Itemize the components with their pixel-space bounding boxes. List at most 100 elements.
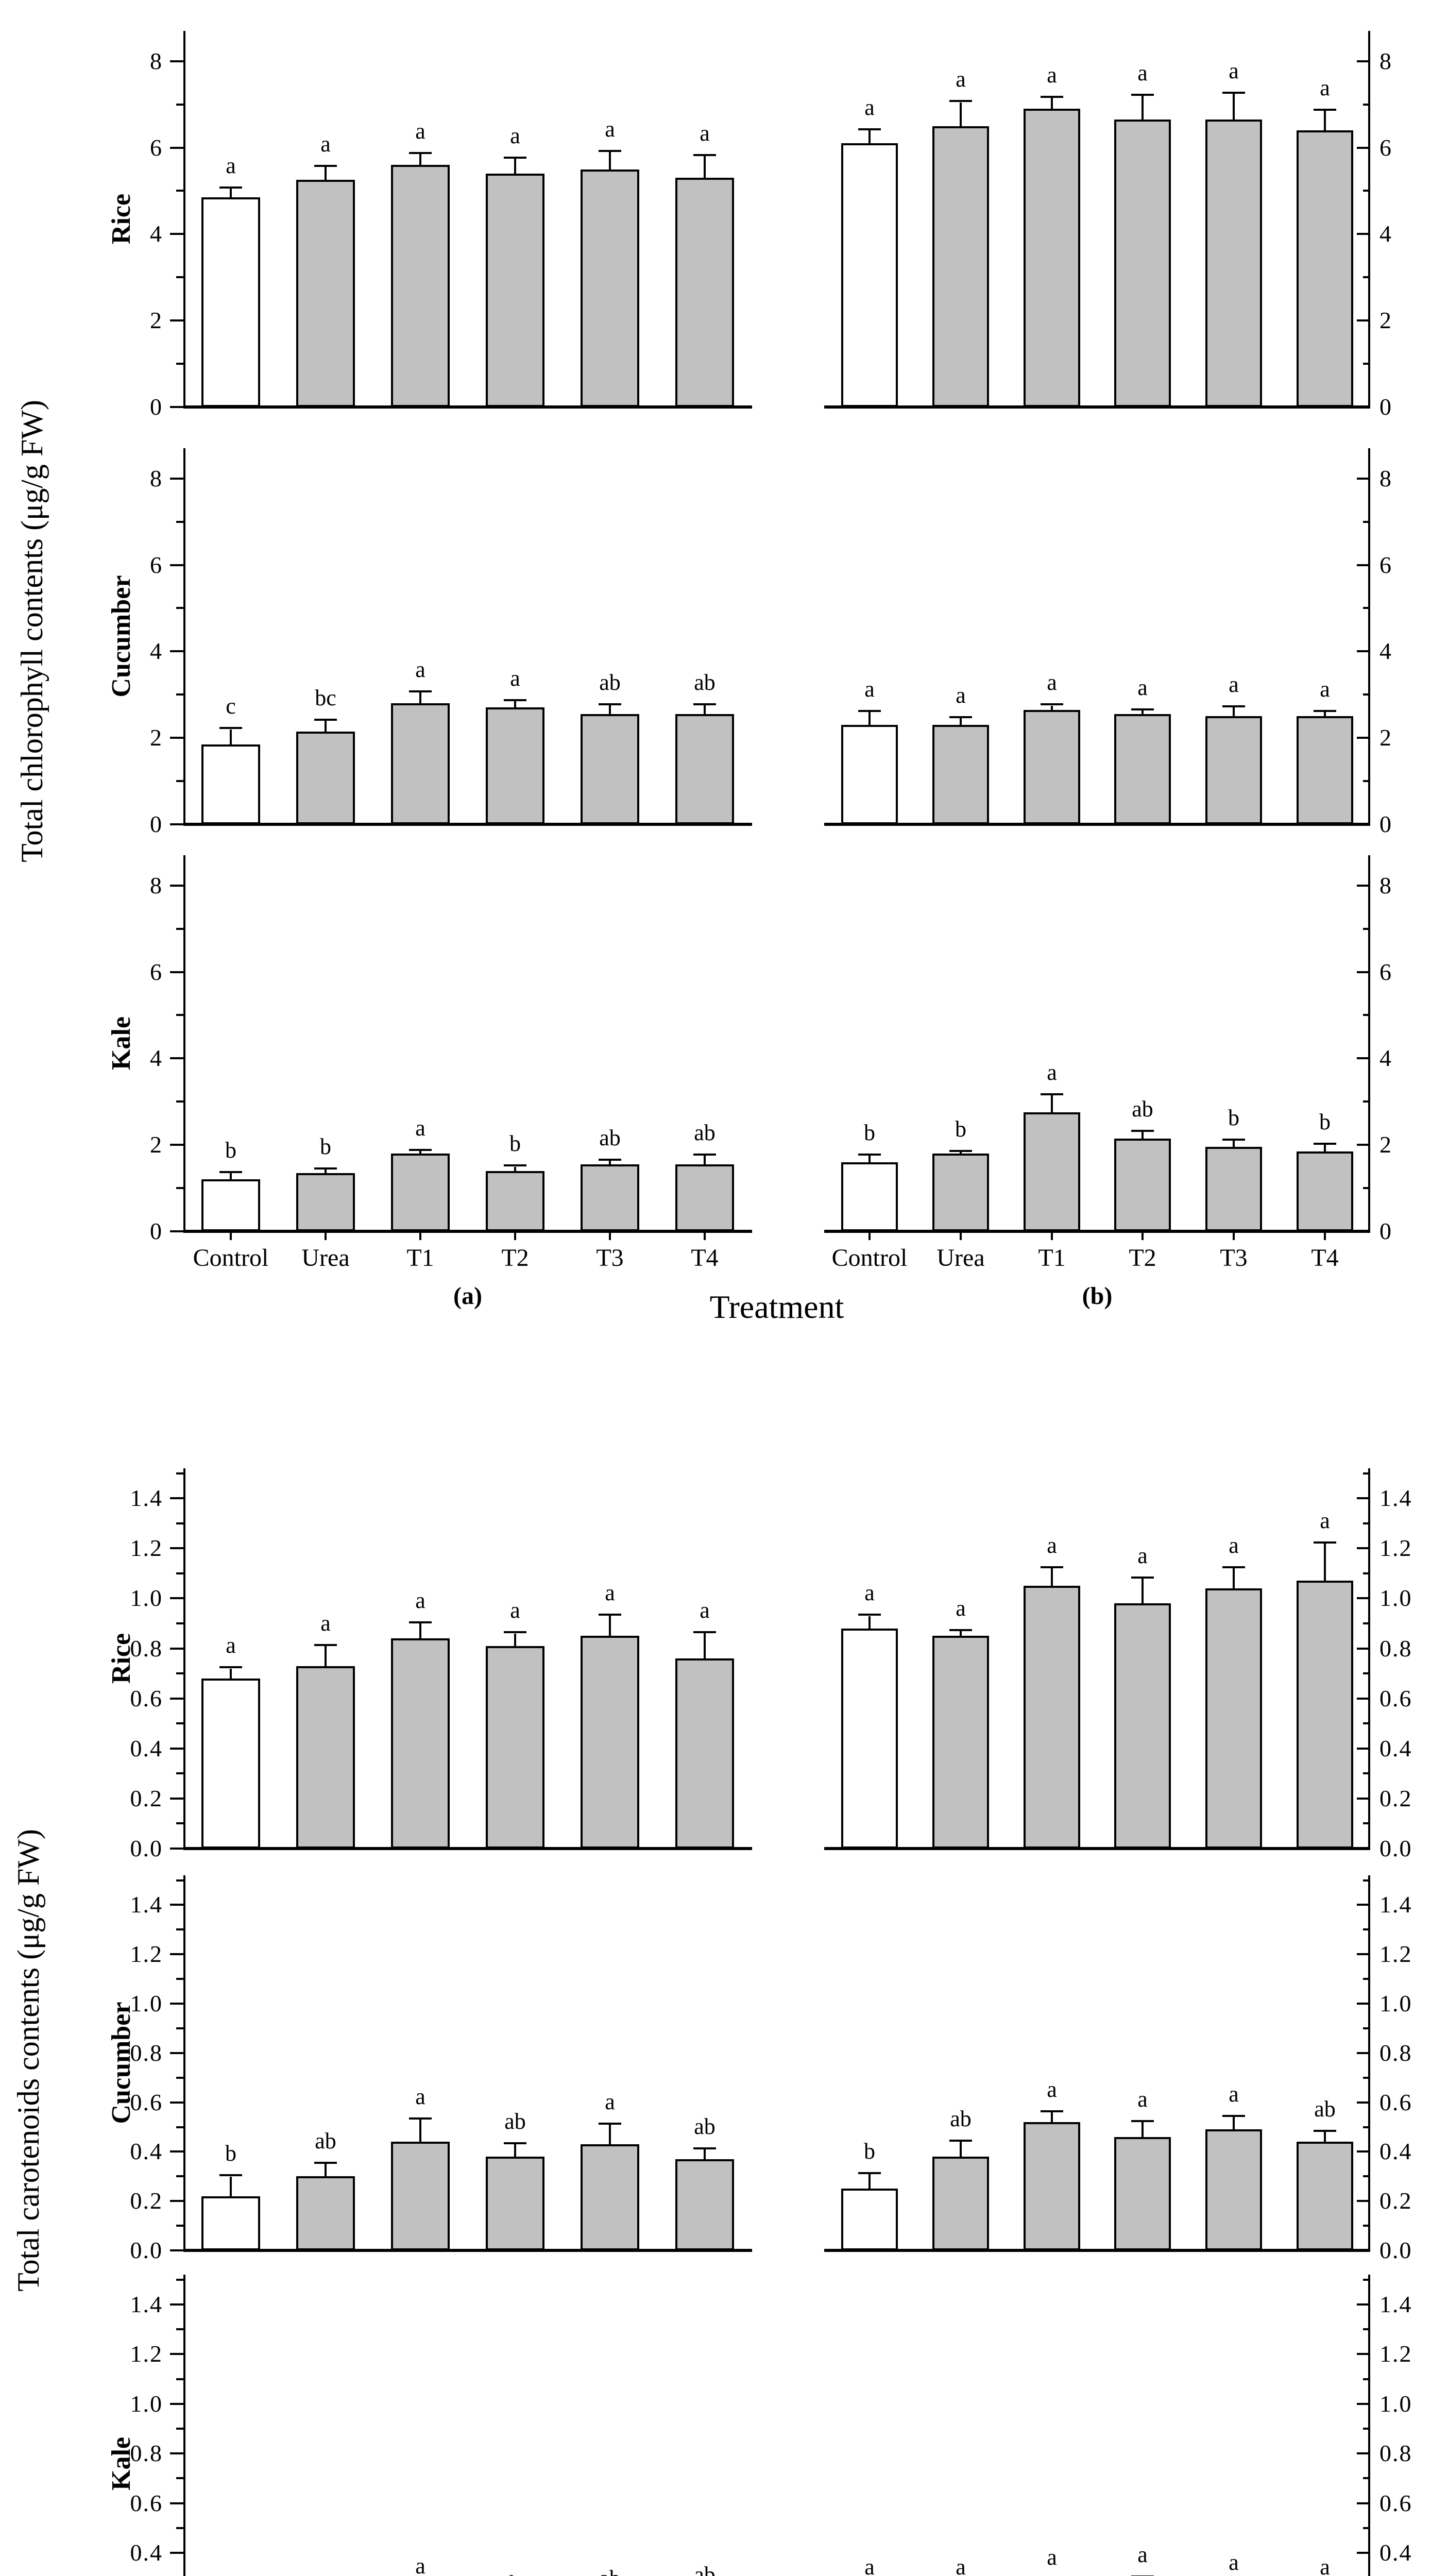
bar-cucumber-b-t4 <box>1297 2142 1353 2250</box>
y-minor-tick <box>1363 780 1370 783</box>
error-bar-cap <box>1131 1130 1154 1132</box>
error-bar <box>1142 710 1144 714</box>
y-major-tick <box>1357 1747 1370 1750</box>
y-major-tick <box>1357 2003 1370 2005</box>
y-axis-line <box>1368 2275 1370 2576</box>
y-major-tick <box>170 650 183 653</box>
y-minor-tick <box>1363 1722 1370 1725</box>
bar-rice-b-urea <box>932 1636 989 1849</box>
y-minor-tick <box>1363 1622 1370 1625</box>
y-major-tick <box>1357 233 1370 235</box>
bar-rice-b-t2 <box>1114 120 1171 407</box>
y-tick-label: 0.4 <box>1379 2138 1412 2165</box>
y-minor-tick <box>176 2027 183 2029</box>
y-minor-tick <box>176 2378 183 2380</box>
y-major-tick <box>1357 2452 1370 2455</box>
y-tick-label: 0.6 <box>130 2489 163 2516</box>
error-bar-cap <box>949 2140 972 2142</box>
y-tick-label: 0.4 <box>130 2138 163 2165</box>
error-bar-cap <box>1041 2110 1063 2112</box>
x-category-tick <box>1142 1233 1144 1240</box>
significance-letter: a <box>956 66 966 92</box>
error-bar <box>419 154 421 165</box>
bar-rice-b-t4 <box>1297 1581 1353 1849</box>
bar-kale-b-t4 <box>1297 1151 1353 1231</box>
y-tick-label: 8 <box>150 465 163 492</box>
error-bar-cap <box>693 1154 716 1156</box>
y-minor-tick <box>1363 2378 1370 2380</box>
significance-letter: a <box>864 676 875 702</box>
y-major-tick <box>170 1747 183 1750</box>
bar-rice-a-t1 <box>391 165 450 407</box>
y-axis-line <box>183 2275 185 2576</box>
significance-letter: a <box>415 657 425 682</box>
bar-cucumber-b-urea <box>932 2157 989 2250</box>
y-tick-label: 4 <box>1379 638 1392 665</box>
y-tick-label: 4 <box>1379 221 1392 247</box>
error-bar-cap <box>858 1614 881 1616</box>
error-bar <box>960 1152 962 1154</box>
y-minor-tick <box>1363 103 1370 106</box>
error-bar <box>514 1634 516 1646</box>
bar-cucumber-a-t4 <box>675 2159 734 2250</box>
significance-letter: a <box>1320 676 1330 702</box>
y-major-tick <box>1357 2150 1370 2153</box>
y-minor-tick <box>1363 1100 1370 1103</box>
error-bar-cap <box>1222 705 1245 707</box>
y-major-tick <box>1357 1144 1370 1146</box>
error-bar <box>1233 707 1235 716</box>
y-tick-label: 1.4 <box>130 1485 163 1512</box>
y-major-tick <box>1357 1647 1370 1650</box>
significance-letter: b <box>225 2141 236 2166</box>
y-minor-tick <box>176 1472 183 1475</box>
x-category-label: T1 <box>406 1244 434 1272</box>
panel-label-a: (a) <box>453 1282 482 1310</box>
error-bar <box>514 1167 516 1171</box>
bar-rice-b-t2 <box>1114 1603 1171 1849</box>
y-minor-tick <box>1363 2328 1370 2331</box>
error-bar <box>1233 2117 1235 2129</box>
x-category-label: Urea <box>301 1244 350 1272</box>
y-major-tick <box>170 2249 183 2251</box>
y-major-tick <box>170 2353 183 2355</box>
x-category-tick <box>1051 1233 1053 1240</box>
y-tick-label: 6 <box>1379 134 1392 161</box>
error-bar-cap <box>858 1154 881 1156</box>
y-major-tick <box>170 2101 183 2104</box>
subplot-cucumber-b: 0.0 0.2 0.4 0.6 0.8 1.0 1.2 1.4 b ab a a a ab <box>824 1875 1411 2262</box>
x-category-label: T2 <box>1129 1244 1156 1272</box>
error-bar <box>960 1631 962 1636</box>
y-tick-label: 0 <box>150 811 163 837</box>
y-tick-label: 0.8 <box>130 2039 163 2066</box>
error-bar <box>1051 98 1053 109</box>
y-major-tick <box>170 60 183 62</box>
error-bar-cap <box>1222 1139 1245 1141</box>
y-minor-tick <box>1363 1928 1370 1931</box>
significance-letter: a <box>1229 672 1239 697</box>
error-bar <box>609 1616 611 1636</box>
bar-kale-b-control <box>841 1162 898 1231</box>
y-major-tick <box>170 1547 183 1550</box>
bar-rice-b-control <box>841 1629 898 1849</box>
error-bar-cap <box>858 710 881 712</box>
y-major-tick <box>170 884 183 887</box>
y-major-tick <box>1357 477 1370 480</box>
significance-letter: a <box>320 131 331 157</box>
significance-letter: a <box>1047 1533 1057 1558</box>
error-bar-cap <box>693 1631 716 1633</box>
error-bar <box>419 2120 421 2142</box>
y-minor-tick <box>1363 520 1370 523</box>
y-tick-label: 2 <box>1379 307 1392 334</box>
subplot-rice-a: 0.0 0.2 0.4 0.6 0.8 1.0 1.2 1.4 a a a a a a <box>130 1468 752 1860</box>
y-minor-tick <box>176 1672 183 1675</box>
significance-letter: a <box>1047 2545 1057 2570</box>
significance-letter: a <box>1229 58 1239 83</box>
significance-letter: a <box>320 1611 331 1636</box>
significance-letter: a <box>700 1598 710 1623</box>
error-bar-cap <box>314 1167 337 1170</box>
y-tick-label: 1.0 <box>1379 1585 1412 1612</box>
bar-rice-b-t1 <box>1024 1586 1080 1849</box>
y-minor-tick <box>1363 276 1370 279</box>
y-tick-label: 0 <box>1379 394 1392 420</box>
row-label-rice: Rice <box>107 193 136 245</box>
